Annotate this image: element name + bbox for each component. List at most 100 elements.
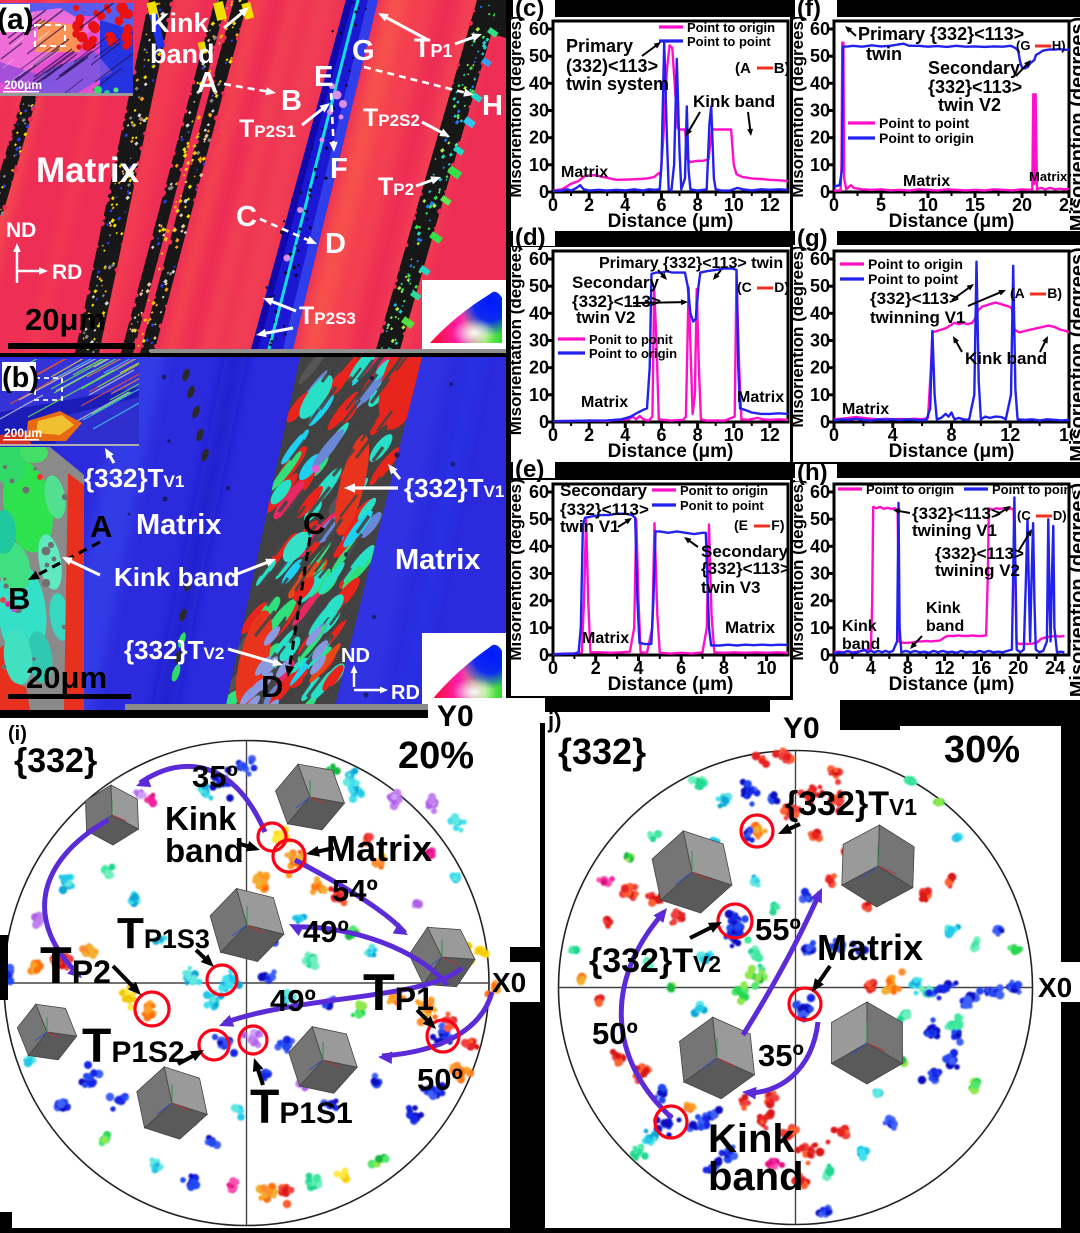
svg-text:Distance (μm): Distance (μm) — [889, 674, 1015, 695]
svg-text:16: 16 — [971, 658, 991, 678]
svg-text:6: 6 — [656, 195, 666, 215]
svg-text:Kink band: Kink band — [114, 562, 240, 592]
svg-text:Y0: Y0 — [783, 712, 820, 745]
svg-text:10: 10 — [529, 618, 549, 638]
svg-text:40: 40 — [529, 303, 549, 323]
svg-text:20: 20 — [810, 591, 830, 611]
svg-text:Y0: Y0 — [437, 700, 474, 733]
svg-text:40: 40 — [810, 536, 830, 556]
svg-text:50: 50 — [810, 46, 830, 66]
svg-text:0: 0 — [829, 658, 839, 678]
svg-text:{332}<113>: {332}<113> — [928, 77, 1022, 97]
svg-text:B): B) — [774, 60, 790, 77]
svg-text:49º: 49º — [303, 914, 349, 949]
svg-text:Matrix: Matrix — [326, 828, 432, 869]
svg-text:C: C — [236, 201, 257, 233]
svg-text:(f): (f) — [797, 0, 821, 22]
svg-text:Matrix: Matrix — [395, 544, 480, 576]
svg-text:(332)<113>: (332)<113> — [566, 56, 658, 76]
svg-text:50: 50 — [810, 276, 830, 296]
svg-text:12: 12 — [935, 658, 955, 678]
svg-text:54º: 54º — [332, 873, 378, 908]
svg-text:Secondary: Secondary — [701, 542, 788, 561]
svg-text:Point to origin: Point to origin — [589, 346, 677, 361]
svg-text:Kink: Kink — [150, 8, 209, 38]
svg-text:0: 0 — [539, 182, 549, 202]
svg-text:30: 30 — [810, 564, 830, 584]
svg-text:Misorientation (degrees): Misorientation (degrees) — [506, 238, 525, 435]
svg-text:{332}<113>: {332}<113> — [701, 559, 790, 578]
svg-text:0: 0 — [820, 182, 830, 202]
svg-text:60: 60 — [810, 249, 830, 269]
svg-text:TP2: TP2 — [378, 173, 414, 201]
svg-text:10: 10 — [724, 195, 744, 215]
svg-text:TP2S3: TP2S3 — [299, 302, 356, 330]
svg-text:Matrix: Matrix — [842, 401, 889, 418]
svg-text:Distance (μm): Distance (μm) — [608, 674, 734, 695]
svg-text:{332}<113>: {332}<113> — [912, 504, 1001, 523]
svg-text:Point to origin: Point to origin — [866, 482, 954, 497]
svg-text:20: 20 — [529, 128, 549, 148]
svg-text:40: 40 — [529, 536, 549, 556]
svg-text:Misoriention (degrees): Misoriention (degrees) — [788, 15, 807, 197]
svg-text:Secondary: Secondary — [928, 58, 1020, 78]
svg-text:(i): (i) — [8, 723, 27, 745]
svg-text:Misoriention (degrees): Misoriention (degrees) — [506, 478, 525, 660]
svg-text:2: 2 — [584, 195, 594, 215]
svg-text:4: 4 — [620, 425, 630, 445]
svg-text:Matrix: Matrix — [737, 389, 784, 406]
svg-text:10: 10 — [529, 385, 549, 405]
svg-text:(C: (C — [737, 279, 752, 295]
svg-text:H): H) — [1052, 38, 1066, 53]
svg-text:Kink: Kink — [926, 600, 961, 617]
svg-text:j): j) — [547, 708, 561, 733]
svg-text:(A: (A — [1010, 285, 1025, 301]
svg-text:Kink band: Kink band — [693, 92, 775, 111]
svg-text:{332}<113>: {332}<113> — [572, 292, 661, 311]
svg-text:twin system: twin system — [566, 74, 669, 94]
svg-text:0: 0 — [829, 425, 839, 445]
svg-text:50: 50 — [529, 46, 549, 66]
svg-text:8: 8 — [693, 195, 703, 215]
svg-text:twin V1: twin V1 — [560, 517, 620, 536]
svg-text:band: band — [842, 636, 880, 653]
svg-text:200μm: 200μm — [4, 78, 42, 92]
svg-text:0: 0 — [548, 658, 558, 678]
svg-text:Distance (μm): Distance (μm) — [608, 211, 734, 232]
svg-text:35º: 35º — [192, 759, 238, 794]
svg-text:ND: ND — [341, 645, 370, 667]
svg-text:(G: (G — [1016, 38, 1030, 53]
svg-text:20: 20 — [1012, 195, 1032, 215]
svg-text:B): B) — [1047, 285, 1062, 301]
svg-text:Ponit to origin: Ponit to origin — [680, 483, 768, 498]
svg-text:30: 30 — [810, 331, 830, 351]
svg-text:twining V1: twining V1 — [912, 521, 997, 540]
svg-text:(e): (e) — [515, 456, 544, 483]
svg-text:Matrix: Matrix — [1029, 169, 1068, 184]
svg-text:A: A — [197, 67, 218, 99]
svg-text:50: 50 — [529, 276, 549, 296]
svg-text:Matrix: Matrix — [903, 173, 950, 190]
svg-text:Ponit to ponit: Ponit to ponit — [589, 332, 673, 347]
svg-text:5: 5 — [876, 195, 886, 215]
svg-text:band: band — [150, 39, 215, 69]
svg-text:Point to point: Point to point — [868, 271, 959, 287]
svg-text:20: 20 — [810, 358, 830, 378]
svg-text:RD: RD — [52, 261, 82, 284]
svg-text:Primary {332}<113> twin: Primary {332}<113> twin — [599, 255, 783, 272]
svg-text:200μm: 200μm — [4, 426, 42, 440]
svg-text:Misoriention (degrees): Misoriention (degrees) — [788, 478, 807, 660]
svg-text:Secondary: Secondary — [572, 273, 659, 292]
svg-text:4: 4 — [633, 658, 643, 678]
svg-text:20μm: 20μm — [26, 660, 107, 695]
svg-text:60: 60 — [529, 482, 549, 502]
svg-text:twin: twin — [866, 44, 902, 64]
svg-text:ND: ND — [6, 219, 36, 242]
svg-text:10: 10 — [810, 618, 830, 638]
svg-text:10: 10 — [810, 385, 830, 405]
svg-text:4: 4 — [620, 195, 630, 215]
svg-text:0: 0 — [820, 412, 830, 432]
svg-text:60: 60 — [529, 249, 549, 269]
svg-text:{332}TV1: {332}TV1 — [404, 473, 504, 503]
svg-text:60: 60 — [810, 482, 830, 502]
